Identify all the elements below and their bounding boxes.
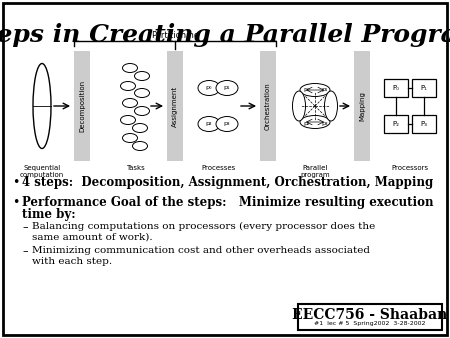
- Text: p₃: p₃: [224, 121, 230, 126]
- Ellipse shape: [216, 80, 238, 96]
- Text: p₀: p₀: [304, 87, 310, 92]
- Text: p₀: p₀: [206, 86, 212, 91]
- Ellipse shape: [198, 80, 220, 96]
- Ellipse shape: [132, 142, 148, 150]
- Text: Orchestration: Orchestration: [265, 82, 271, 130]
- Bar: [298, 304, 442, 330]
- Text: Assignment: Assignment: [172, 86, 178, 126]
- Text: Balancing computations on processors (every processor does the: Balancing computations on processors (ev…: [32, 222, 375, 231]
- Text: with each step.: with each step.: [32, 257, 112, 266]
- Text: P₀: P₀: [392, 85, 400, 91]
- Bar: [260, 51, 276, 161]
- Ellipse shape: [135, 72, 149, 80]
- Bar: [354, 51, 370, 161]
- Text: p₁: p₁: [224, 86, 230, 91]
- Ellipse shape: [300, 116, 330, 128]
- Text: Mapping: Mapping: [359, 91, 365, 121]
- Text: P₃: P₃: [421, 121, 427, 127]
- Text: Parallel
program: Parallel program: [300, 165, 330, 178]
- Bar: [412, 79, 436, 97]
- Ellipse shape: [292, 91, 306, 121]
- Text: Performance Goal of the steps:   Minimize resulting execution: Performance Goal of the steps: Minimize …: [22, 196, 433, 209]
- Bar: [167, 51, 183, 161]
- Bar: [412, 115, 436, 133]
- Text: time by:: time by:: [22, 208, 76, 221]
- Text: Processors: Processors: [392, 165, 428, 171]
- Ellipse shape: [122, 98, 138, 107]
- Text: p₁: p₁: [322, 87, 328, 92]
- Text: same amount of work).: same amount of work).: [32, 233, 153, 242]
- Text: Processes: Processes: [201, 165, 235, 171]
- Text: P₂: P₂: [392, 121, 400, 127]
- Text: EECC756 - Shaaban: EECC756 - Shaaban: [292, 308, 448, 322]
- Ellipse shape: [324, 91, 338, 121]
- Text: •: •: [12, 176, 19, 189]
- Text: –: –: [22, 246, 27, 256]
- Text: Steps in Creating a Parallel Program: Steps in Creating a Parallel Program: [0, 23, 450, 47]
- Text: •: •: [12, 196, 19, 209]
- Ellipse shape: [216, 117, 238, 131]
- Text: p₂: p₂: [206, 121, 212, 126]
- Text: Sequential
computation: Sequential computation: [20, 165, 64, 178]
- Text: Tasks: Tasks: [126, 165, 144, 171]
- Ellipse shape: [33, 64, 51, 148]
- Ellipse shape: [122, 134, 138, 143]
- Text: Partitioning: Partitioning: [151, 31, 199, 40]
- Bar: [384, 79, 408, 97]
- Ellipse shape: [122, 64, 138, 72]
- Ellipse shape: [198, 117, 220, 131]
- Ellipse shape: [121, 116, 135, 124]
- Ellipse shape: [135, 89, 149, 97]
- Ellipse shape: [300, 83, 330, 97]
- Bar: [384, 115, 408, 133]
- Ellipse shape: [135, 106, 149, 116]
- Text: 4 steps:  Decomposition, Assignment, Orchestration, Mapping: 4 steps: Decomposition, Assignment, Orch…: [22, 176, 433, 189]
- Text: P₁: P₁: [421, 85, 427, 91]
- Text: #1  lec # 5  Spring2002  3-28-2002: #1 lec # 5 Spring2002 3-28-2002: [314, 321, 426, 326]
- Ellipse shape: [121, 81, 135, 91]
- Text: Decomposition: Decomposition: [79, 80, 85, 132]
- Text: p₃: p₃: [322, 121, 328, 125]
- Text: Minimizing communication cost and other overheads associated: Minimizing communication cost and other …: [32, 246, 370, 255]
- Text: p₂: p₂: [304, 121, 310, 125]
- Ellipse shape: [132, 123, 148, 132]
- Bar: [74, 51, 90, 161]
- Text: –: –: [22, 222, 27, 232]
